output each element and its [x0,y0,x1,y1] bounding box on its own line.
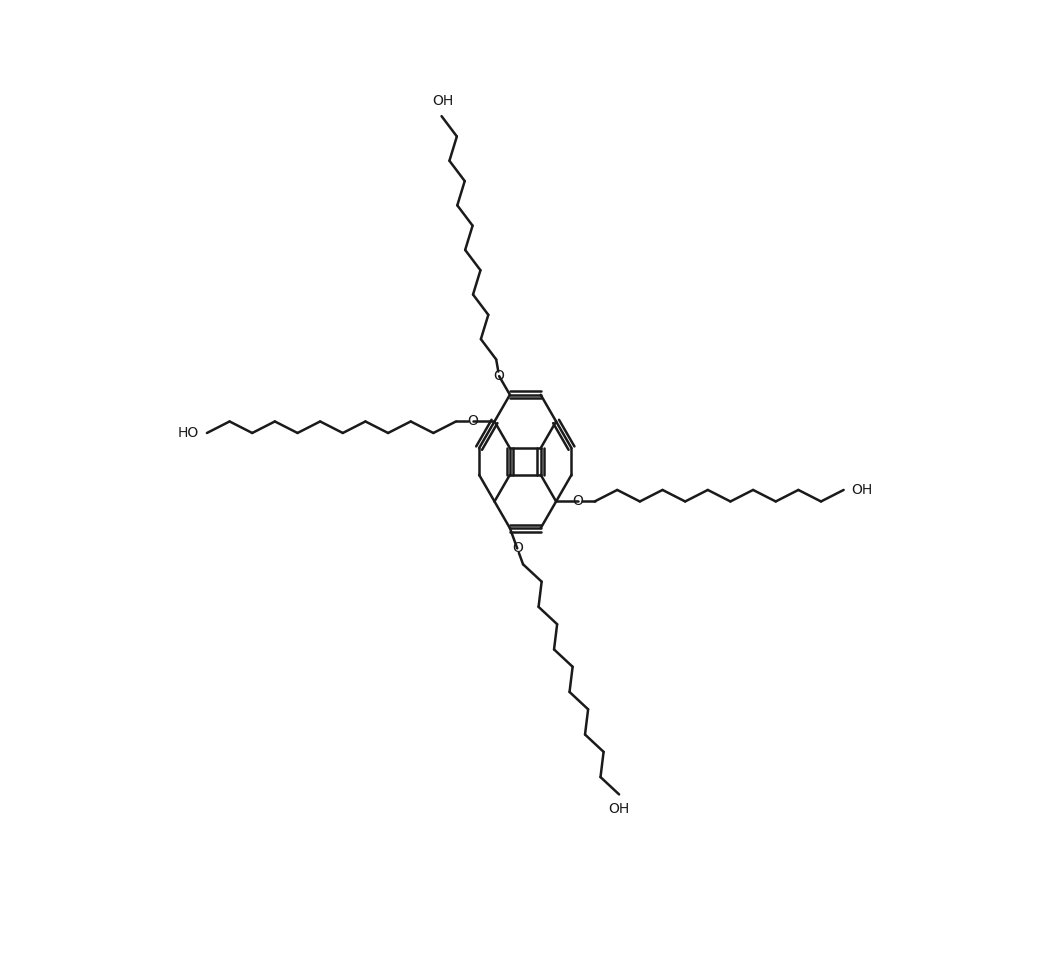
Text: O: O [468,415,478,428]
Text: O: O [512,541,523,556]
Text: OH: OH [433,95,453,108]
Text: O: O [572,494,583,509]
Text: OH: OH [608,802,629,816]
Text: O: O [494,369,504,383]
Text: OH: OH [852,483,873,497]
Text: HO: HO [178,426,200,440]
